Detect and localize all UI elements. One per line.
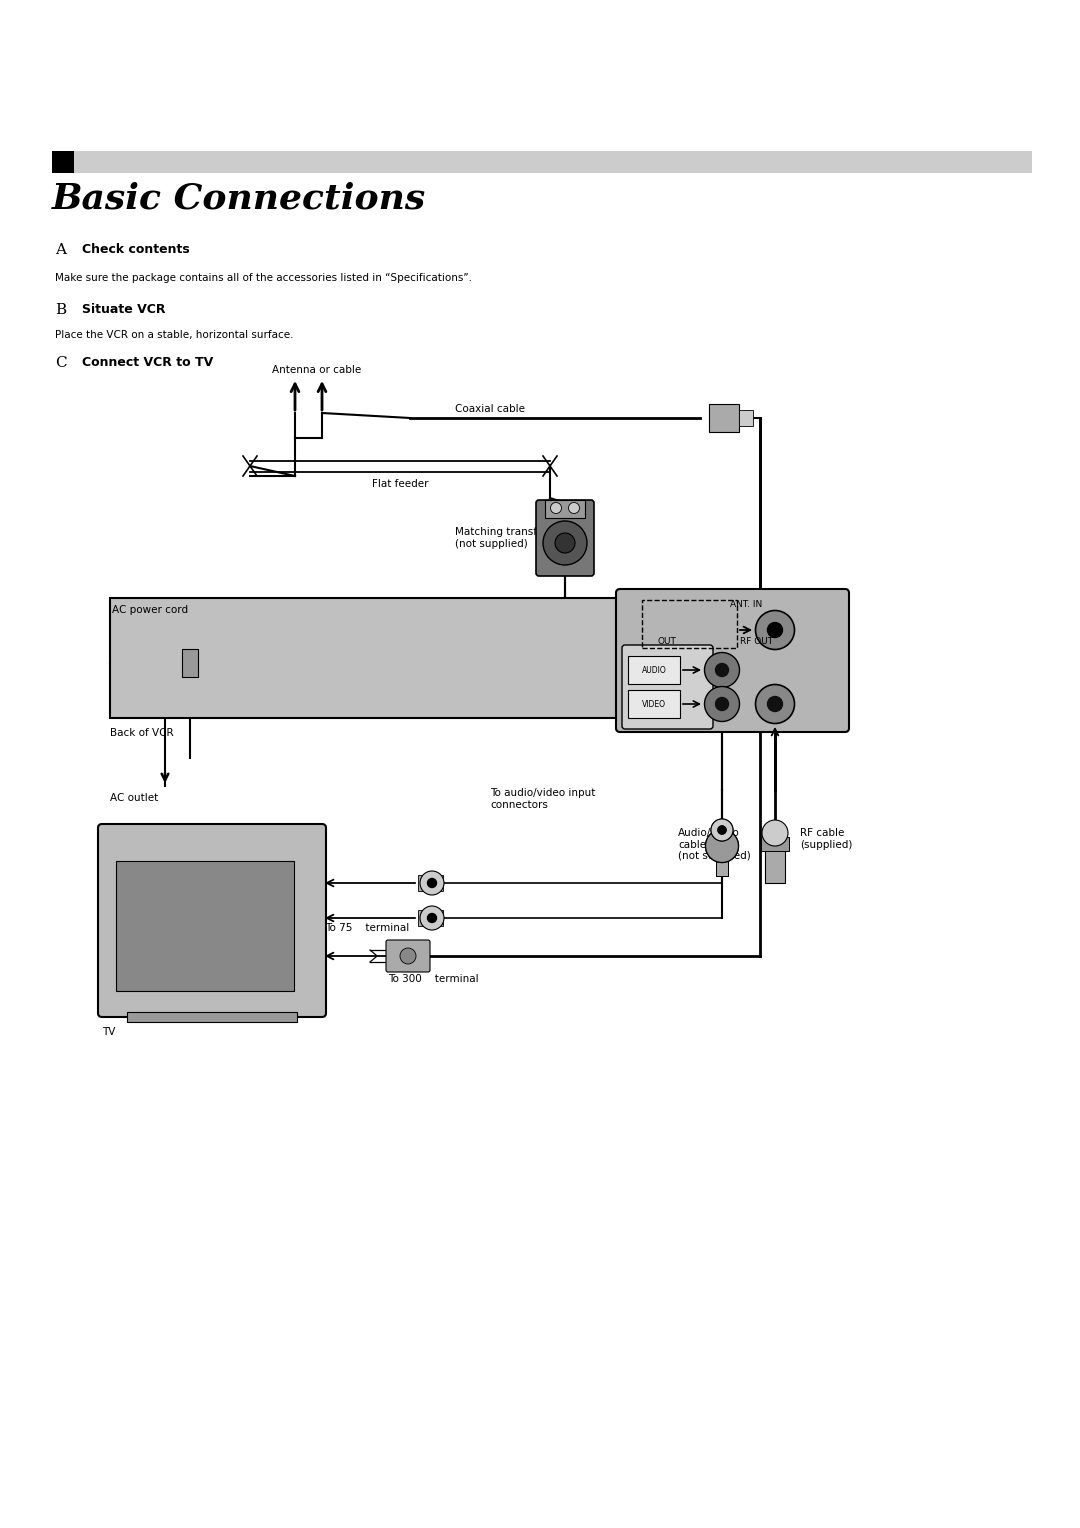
Bar — [418, 911, 443, 926]
Bar — [116, 860, 294, 992]
Text: Connect VCR to TV: Connect VCR to TV — [82, 356, 213, 368]
Bar — [765, 845, 785, 883]
Text: Coaxial cable: Coaxial cable — [455, 403, 525, 414]
Circle shape — [705, 830, 739, 862]
Bar — [739, 410, 753, 426]
Bar — [716, 843, 728, 876]
Bar — [52, 151, 75, 173]
Text: Back of VCR: Back of VCR — [110, 727, 174, 738]
Circle shape — [705, 830, 739, 862]
FancyBboxPatch shape — [98, 824, 326, 1018]
Bar — [627, 656, 680, 685]
Text: C: C — [55, 356, 67, 370]
Circle shape — [555, 533, 575, 553]
Text: To 300    terminal: To 300 terminal — [388, 973, 478, 984]
Circle shape — [715, 697, 729, 711]
Text: RF OUT: RF OUT — [740, 637, 773, 646]
Circle shape — [711, 819, 733, 840]
Text: Audio/video
cable
(not supplied): Audio/video cable (not supplied) — [678, 828, 751, 862]
Circle shape — [543, 521, 588, 565]
Circle shape — [568, 503, 580, 513]
Circle shape — [715, 663, 729, 677]
Text: ANT. IN: ANT. IN — [730, 601, 762, 610]
Circle shape — [756, 685, 795, 723]
Text: RF cable
(supplied): RF cable (supplied) — [800, 828, 852, 850]
Bar — [183, 649, 198, 677]
Circle shape — [420, 906, 444, 931]
Text: To 75    terminal: To 75 terminal — [325, 923, 409, 934]
Circle shape — [428, 914, 436, 923]
Circle shape — [711, 819, 733, 840]
FancyBboxPatch shape — [386, 940, 430, 972]
Text: Situate VCR: Situate VCR — [82, 303, 165, 316]
Circle shape — [551, 503, 562, 513]
Bar — [642, 601, 737, 648]
Bar — [127, 1012, 297, 1022]
FancyBboxPatch shape — [622, 645, 713, 729]
Text: AUDIO: AUDIO — [642, 666, 666, 674]
Circle shape — [768, 697, 783, 712]
Text: VIDEO: VIDEO — [642, 700, 666, 709]
Circle shape — [756, 611, 795, 649]
Text: A: A — [55, 243, 66, 257]
Text: Antenna or cable: Antenna or cable — [272, 365, 361, 374]
Circle shape — [420, 871, 444, 895]
Text: Flat feeder: Flat feeder — [372, 478, 429, 489]
Bar — [716, 843, 728, 876]
Text: AC power cord: AC power cord — [112, 605, 188, 614]
Circle shape — [704, 652, 740, 688]
Circle shape — [762, 821, 788, 847]
Text: Check contents: Check contents — [82, 243, 190, 257]
Circle shape — [400, 947, 416, 964]
Circle shape — [718, 827, 726, 834]
Text: AC outlet: AC outlet — [110, 793, 159, 804]
Text: Place the VCR on a stable, horizontal surface.: Place the VCR on a stable, horizontal su… — [55, 330, 294, 341]
Bar — [52, 151, 1032, 173]
Text: Make sure the package contains all of the accessories listed in “Specifications”: Make sure the package contains all of th… — [55, 274, 472, 283]
Circle shape — [768, 622, 783, 637]
Bar — [545, 500, 585, 518]
Text: Matching transformer
(not supplied): Matching transformer (not supplied) — [455, 527, 568, 549]
FancyBboxPatch shape — [536, 500, 594, 576]
Bar — [110, 597, 620, 718]
Text: TV: TV — [102, 1027, 116, 1038]
Circle shape — [704, 686, 740, 721]
Text: OUT: OUT — [658, 637, 676, 646]
FancyBboxPatch shape — [616, 588, 849, 732]
Polygon shape — [620, 597, 675, 718]
Circle shape — [428, 879, 436, 888]
Circle shape — [718, 827, 726, 834]
Text: Basic Connections: Basic Connections — [52, 180, 427, 215]
Bar — [761, 837, 789, 851]
Text: To audio/video input
connectors: To audio/video input connectors — [490, 788, 595, 810]
Text: B: B — [55, 303, 66, 316]
Bar — [708, 403, 739, 432]
Bar — [627, 691, 680, 718]
Bar — [418, 876, 443, 891]
